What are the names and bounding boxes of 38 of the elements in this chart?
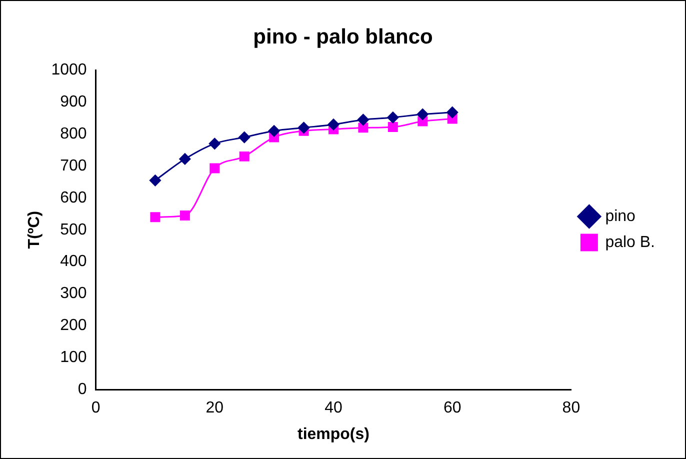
y-tick-label: 1000 <box>51 62 87 79</box>
point <box>446 106 458 118</box>
y-tick-label: 600 <box>60 189 87 206</box>
y-tick-label: 300 <box>60 285 87 302</box>
point <box>210 163 220 174</box>
x-tick-label: 60 <box>443 400 462 417</box>
point <box>358 122 368 133</box>
point <box>388 122 398 132</box>
y-tick-label: 100 <box>60 349 87 366</box>
y-tick-label: 500 <box>60 221 87 238</box>
point <box>149 174 161 186</box>
legend-label: pino <box>605 208 636 225</box>
point <box>180 210 190 221</box>
y-axis-title: T(ºC) <box>26 210 44 249</box>
point <box>150 212 160 222</box>
x-tick-label: 0 <box>91 400 100 417</box>
x-tick-label: 80 <box>562 400 580 417</box>
point <box>179 153 191 165</box>
point <box>328 118 340 130</box>
y-tick-label: 200 <box>60 317 87 334</box>
x-tick-label: 40 <box>324 400 342 417</box>
point <box>298 122 310 134</box>
point <box>208 138 220 150</box>
point <box>416 108 428 120</box>
point <box>238 132 250 144</box>
point <box>387 112 399 124</box>
y-tick-label: 900 <box>60 94 87 111</box>
x-tick-label: 20 <box>206 400 224 417</box>
y-tick-label: 400 <box>60 253 87 270</box>
point <box>239 151 250 162</box>
legend-label: palo B. <box>605 234 655 251</box>
y-tick-label: 800 <box>60 125 87 142</box>
y-tick-label: 700 <box>60 157 87 174</box>
point <box>268 125 280 137</box>
chart-title: pino - palo blanco <box>253 25 433 48</box>
point <box>357 114 369 126</box>
x-axis-title: tiempo(s) <box>297 426 370 443</box>
y-tick-label: 0 <box>78 381 87 398</box>
